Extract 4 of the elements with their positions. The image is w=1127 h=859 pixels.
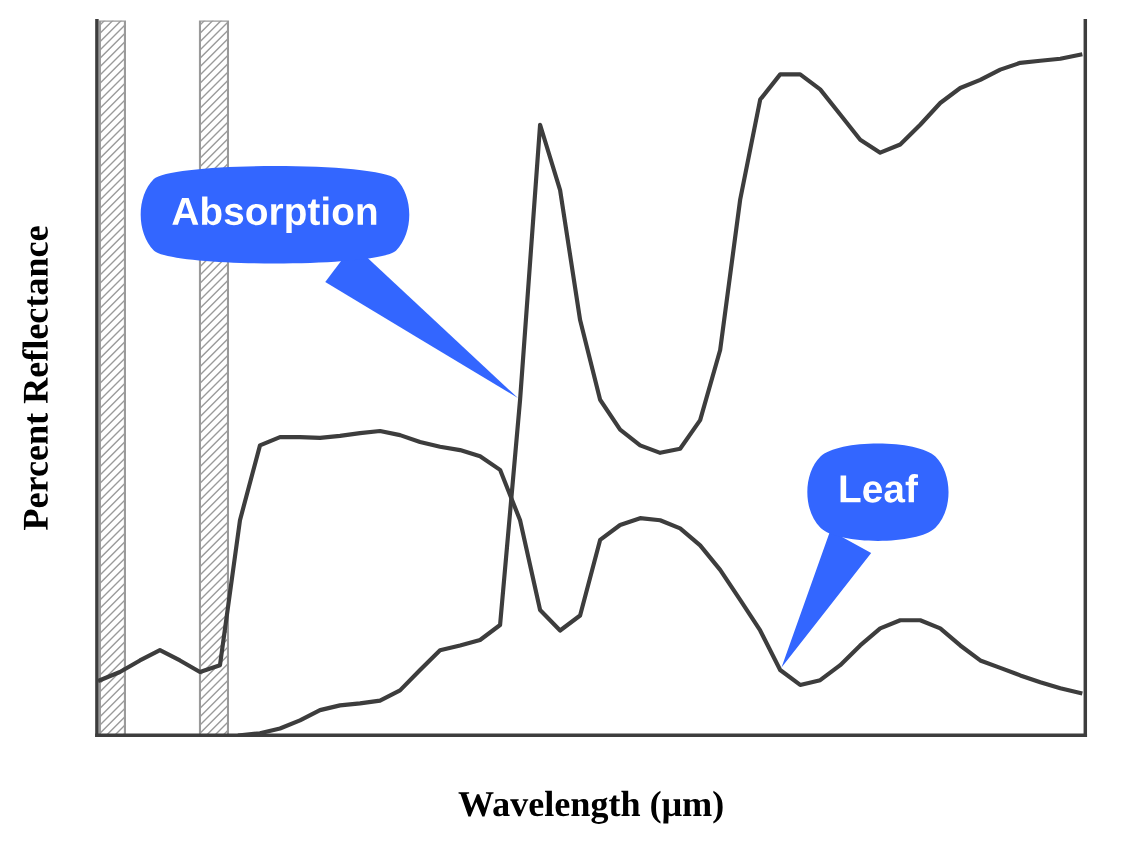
annotation: Absorption [172, 196, 377, 233]
x-axis-title: Wavelength (μm) [458, 790, 723, 824]
y-axis-title: Percent Reflectance [22, 226, 48, 530]
annotation: Leaf [840, 474, 918, 503]
